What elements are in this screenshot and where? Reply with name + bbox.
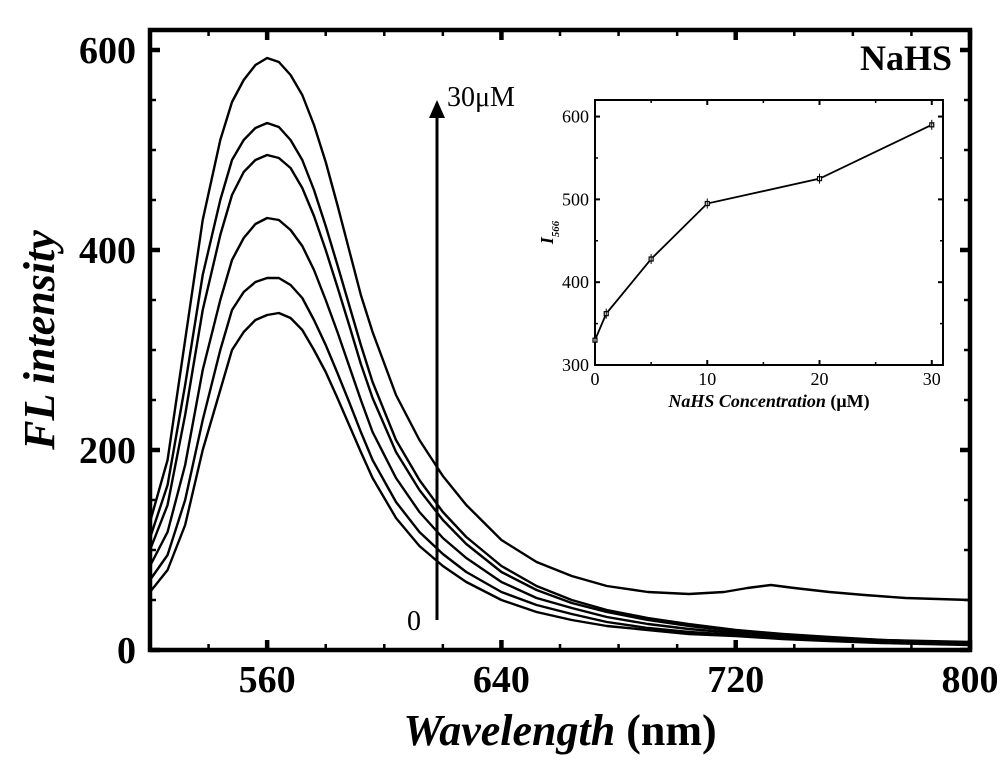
inset-frame: [595, 100, 943, 365]
main-ylabel: FL intensity: [15, 230, 64, 451]
inset-xtick-label: 20: [811, 369, 829, 389]
arrow-top-label: 30μM: [447, 82, 515, 113]
inset-xtick-label: 0: [591, 369, 600, 389]
main-ytick-label: 0: [117, 630, 136, 672]
main-xtick-label: 800: [942, 659, 999, 701]
inset-ytick-label: 400: [562, 272, 589, 292]
arrow-bottom-label: 0: [407, 606, 421, 637]
main-xtick-label: 640: [473, 659, 530, 701]
inset-ytick-label: 600: [562, 107, 589, 127]
inset-ytick-label: 300: [562, 355, 589, 375]
main-xtick-label: 560: [239, 659, 296, 701]
fl-spectra-figure: 560640720800020040060030μM0Wavelength (n…: [0, 0, 1000, 771]
inset-xtick-label: 10: [698, 369, 716, 389]
inset-xlabel: NaHS Concentration (μM): [667, 391, 869, 412]
main-ytick-label: 600: [79, 30, 136, 72]
inset-ytick-label: 500: [562, 189, 589, 209]
main-xlabel: Wavelength (nm): [403, 706, 716, 755]
main-xtick-label: 720: [707, 659, 764, 701]
inset-xtick-label: 30: [923, 369, 941, 389]
main-ytick-label: 200: [79, 430, 136, 472]
compound-label: NaHS: [860, 38, 952, 78]
main-ytick-label: 400: [79, 230, 136, 272]
